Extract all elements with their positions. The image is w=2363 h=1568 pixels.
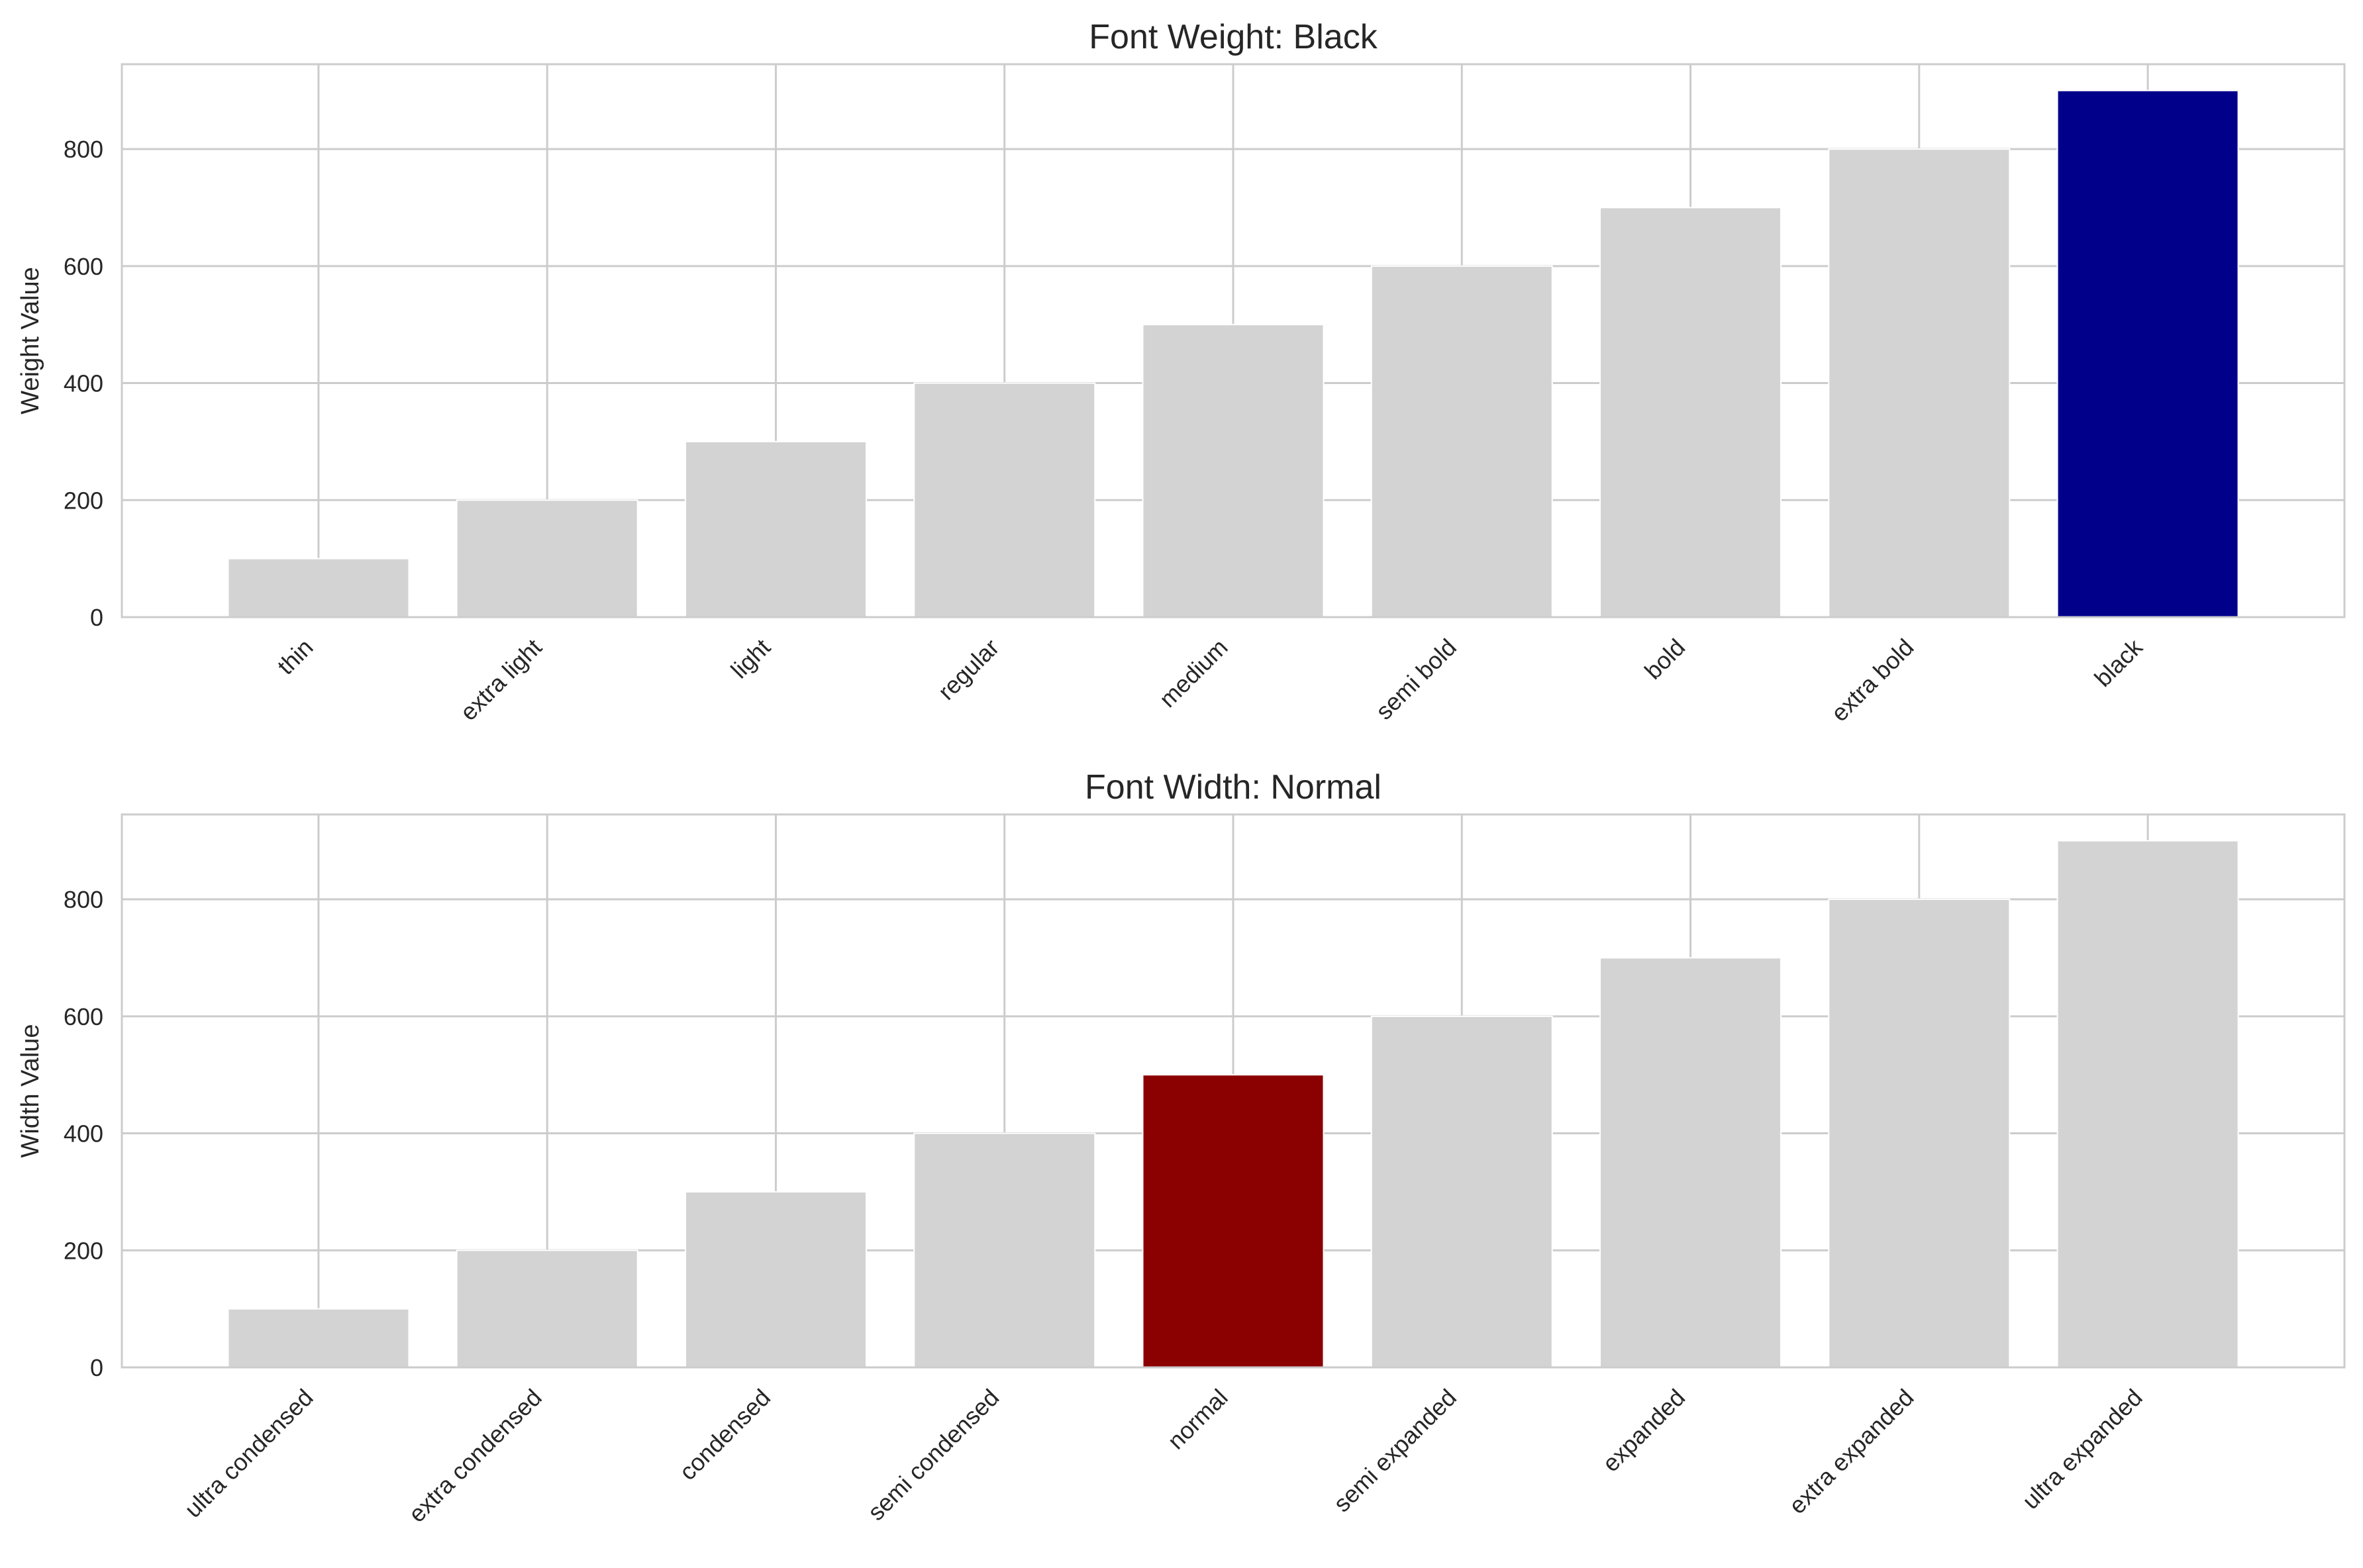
chart-title: Font Width: Normal <box>1085 768 1382 807</box>
x-tick-label: thin <box>272 634 319 680</box>
x-tick-label: semi condensed <box>862 1384 1004 1526</box>
y-axis-label: Weight Value <box>17 267 44 415</box>
y-tick-label: 800 <box>64 136 103 163</box>
bar-thin <box>227 558 410 618</box>
x-tick-label: ultra condensed <box>179 1384 318 1523</box>
bar-bold <box>1599 207 1782 618</box>
x-tick-label: medium <box>1154 634 1233 713</box>
x-tick-label: black <box>2089 633 2148 692</box>
bar-normal <box>1142 1074 1325 1368</box>
chart-panel-1: 0 200 400 600 800 thin extra light light regular… <box>17 18 2346 727</box>
x-tick-label: normal <box>1162 1384 1233 1455</box>
bar-semi-expanded <box>1370 1015 1553 1369</box>
bar-regular <box>913 382 1096 618</box>
y-tick-label: 0 <box>90 1354 103 1381</box>
x-tick-label: regular <box>932 634 1004 705</box>
x-tick-label: light <box>725 634 776 684</box>
x-tick-label: expanded <box>1597 1384 1690 1477</box>
bar-extra-expanded <box>1828 899 2011 1368</box>
x-tick-label: bold <box>1639 634 1690 685</box>
y-tick-label: 0 <box>90 604 103 631</box>
x-tick-label: ultra expanded <box>2017 1384 2147 1514</box>
y-tick-label: 200 <box>64 1237 103 1264</box>
bar-black <box>2056 89 2239 618</box>
bar-extra-light <box>456 499 638 618</box>
bar-ultra-condensed <box>227 1308 410 1369</box>
y-tick-label: 200 <box>64 487 103 514</box>
bar-semi-condensed <box>913 1132 1096 1368</box>
bar-light <box>684 440 867 618</box>
bar-expanded <box>1599 957 1782 1368</box>
x-tick-label: extra condensed <box>403 1384 547 1528</box>
x-tick-label: semi expanded <box>1328 1384 1462 1518</box>
y-tick-label: 400 <box>64 370 103 397</box>
x-tick-label: extra light <box>454 634 546 726</box>
chart-panel-2: 0 200 400 600 800 ultra condensed extra conden… <box>17 768 2346 1528</box>
plot-frame <box>121 63 2346 618</box>
bar-ultra-expanded <box>2056 840 2239 1369</box>
chart-title: Font Weight: Black <box>1089 18 1378 56</box>
x-tick-label: condensed <box>674 1384 776 1486</box>
plot-frame <box>121 813 2346 1369</box>
bar-extra-condensed <box>456 1250 638 1368</box>
x-tick-label: semi bold <box>1370 634 1462 725</box>
y-axis-label: Width Value <box>17 1024 44 1157</box>
y-tick-label: 600 <box>64 1003 103 1030</box>
bar-semi-bold <box>1370 265 1553 618</box>
y-tick-label: 400 <box>64 1120 103 1148</box>
bar-extra-bold <box>1828 148 2011 618</box>
bar-condensed <box>684 1191 867 1369</box>
bar-medium <box>1142 324 1325 618</box>
x-tick-label: extra bold <box>1826 634 1919 727</box>
y-tick-label: 600 <box>64 253 103 280</box>
y-tick-label: 800 <box>64 886 103 913</box>
x-tick-label: extra expanded <box>1784 1384 1919 1519</box>
